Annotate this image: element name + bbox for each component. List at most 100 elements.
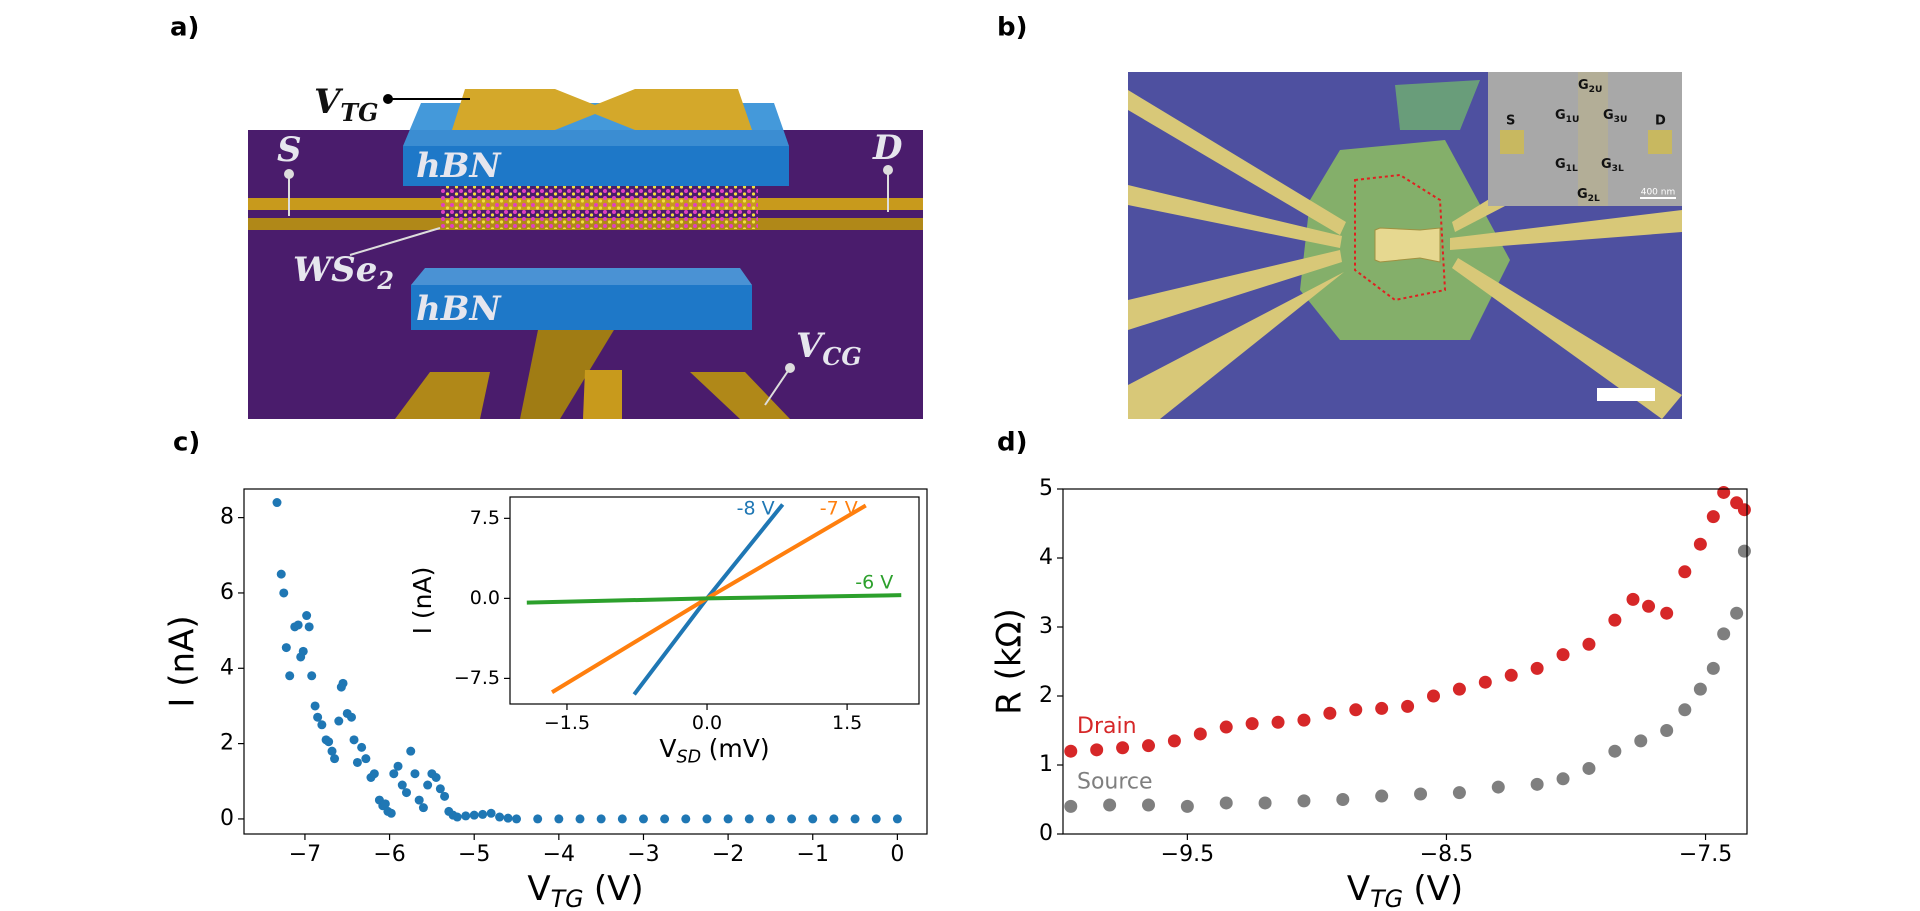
y-tick-label: 8	[220, 505, 234, 530]
data-point	[418, 803, 428, 813]
sem-label: G3L	[1601, 157, 1624, 174]
data-point	[1678, 565, 1692, 579]
data-point	[1737, 503, 1751, 517]
data-point	[1375, 701, 1389, 715]
plot-frame	[509, 496, 920, 705]
data-point	[1452, 786, 1466, 800]
data-point	[1717, 627, 1731, 641]
data-point	[1582, 761, 1596, 775]
data-point	[1064, 799, 1078, 813]
y-tick-label: 7.5	[470, 507, 500, 529]
y-tick-label: 5	[1039, 476, 1053, 501]
data-point	[575, 814, 585, 824]
data-point	[349, 735, 359, 745]
gate-name: G	[1577, 187, 1588, 202]
data-point	[1530, 777, 1544, 791]
data-point	[461, 811, 471, 821]
data-point	[554, 814, 564, 824]
gate-name: G	[1555, 157, 1566, 172]
data-point	[414, 795, 424, 805]
y-tick-label: 3	[1039, 614, 1053, 639]
data-point	[1375, 789, 1389, 803]
data-point	[829, 814, 839, 824]
series-label: -8 V	[737, 498, 775, 520]
data-point	[293, 620, 303, 630]
lead-line	[764, 367, 791, 406]
data-point	[1116, 741, 1130, 755]
x-tick-label: 1.5	[832, 712, 862, 734]
data-point	[310, 701, 320, 711]
data-point	[1258, 796, 1272, 810]
data-point	[486, 808, 496, 818]
panel-label: d)	[997, 428, 1028, 458]
data-point	[334, 716, 344, 726]
data-point	[871, 814, 881, 824]
x-axis-unit: (V)	[594, 869, 644, 909]
top-gate	[452, 89, 752, 130]
data-point	[1642, 599, 1656, 613]
data-point	[1678, 703, 1692, 717]
data-point	[702, 814, 712, 824]
x-axis-unit: (mV)	[709, 734, 770, 763]
contact	[1500, 130, 1524, 154]
finger	[1450, 210, 1682, 250]
finger	[1128, 185, 1342, 248]
data-point	[1608, 744, 1622, 758]
data-point	[1556, 772, 1570, 786]
gate-lead	[583, 370, 622, 419]
x-axis-subscript: SD	[677, 748, 702, 768]
data-point	[1103, 798, 1117, 812]
flake	[1395, 80, 1480, 130]
data-point	[503, 813, 513, 823]
gate-lead	[690, 372, 790, 419]
data-point	[389, 769, 399, 779]
sem-label: G1L	[1555, 157, 1578, 174]
data-point	[369, 769, 379, 779]
contact	[1648, 130, 1672, 154]
data-point	[596, 814, 606, 824]
data-point	[638, 814, 648, 824]
data-point	[892, 814, 902, 824]
plot-frame	[1062, 488, 1748, 835]
data-point	[1730, 606, 1744, 620]
outline	[1354, 173, 1447, 302]
data-point	[431, 773, 441, 783]
sem-label: D	[1655, 114, 1666, 129]
lead-dot	[284, 169, 294, 179]
hbn-layer	[403, 146, 789, 186]
data-point	[1401, 699, 1415, 713]
data-point	[352, 757, 362, 767]
finger	[1128, 272, 1344, 419]
data-point	[317, 720, 327, 730]
data-point	[1349, 703, 1363, 717]
gate-lead	[520, 320, 620, 419]
data-point	[1626, 592, 1640, 606]
data-point	[1167, 734, 1181, 748]
x-tick-label: −6	[373, 842, 405, 867]
data-point	[1219, 796, 1233, 810]
scale-label: 400 nm	[1641, 188, 1676, 198]
data-point	[1660, 606, 1674, 620]
plot-area	[272, 498, 902, 824]
data-point	[681, 814, 691, 824]
data-point	[1427, 689, 1440, 703]
gate-index: 1L	[1566, 164, 1578, 174]
data-point	[1090, 743, 1104, 757]
x-axis-subscript: TG	[551, 885, 584, 911]
data-point	[1706, 661, 1720, 675]
data-point	[1582, 637, 1596, 651]
finger	[1128, 90, 1346, 235]
data-point	[298, 646, 308, 656]
gate-index: 3L	[1612, 164, 1624, 174]
data-point	[1245, 717, 1259, 731]
data-point	[808, 814, 818, 824]
series-label: -7 V	[820, 498, 858, 520]
x-tick-label: 0.0	[692, 712, 722, 734]
data-point	[1660, 724, 1674, 737]
data-point	[393, 761, 403, 771]
x-axis-symbol: V	[659, 734, 676, 763]
data-point	[1737, 544, 1751, 558]
